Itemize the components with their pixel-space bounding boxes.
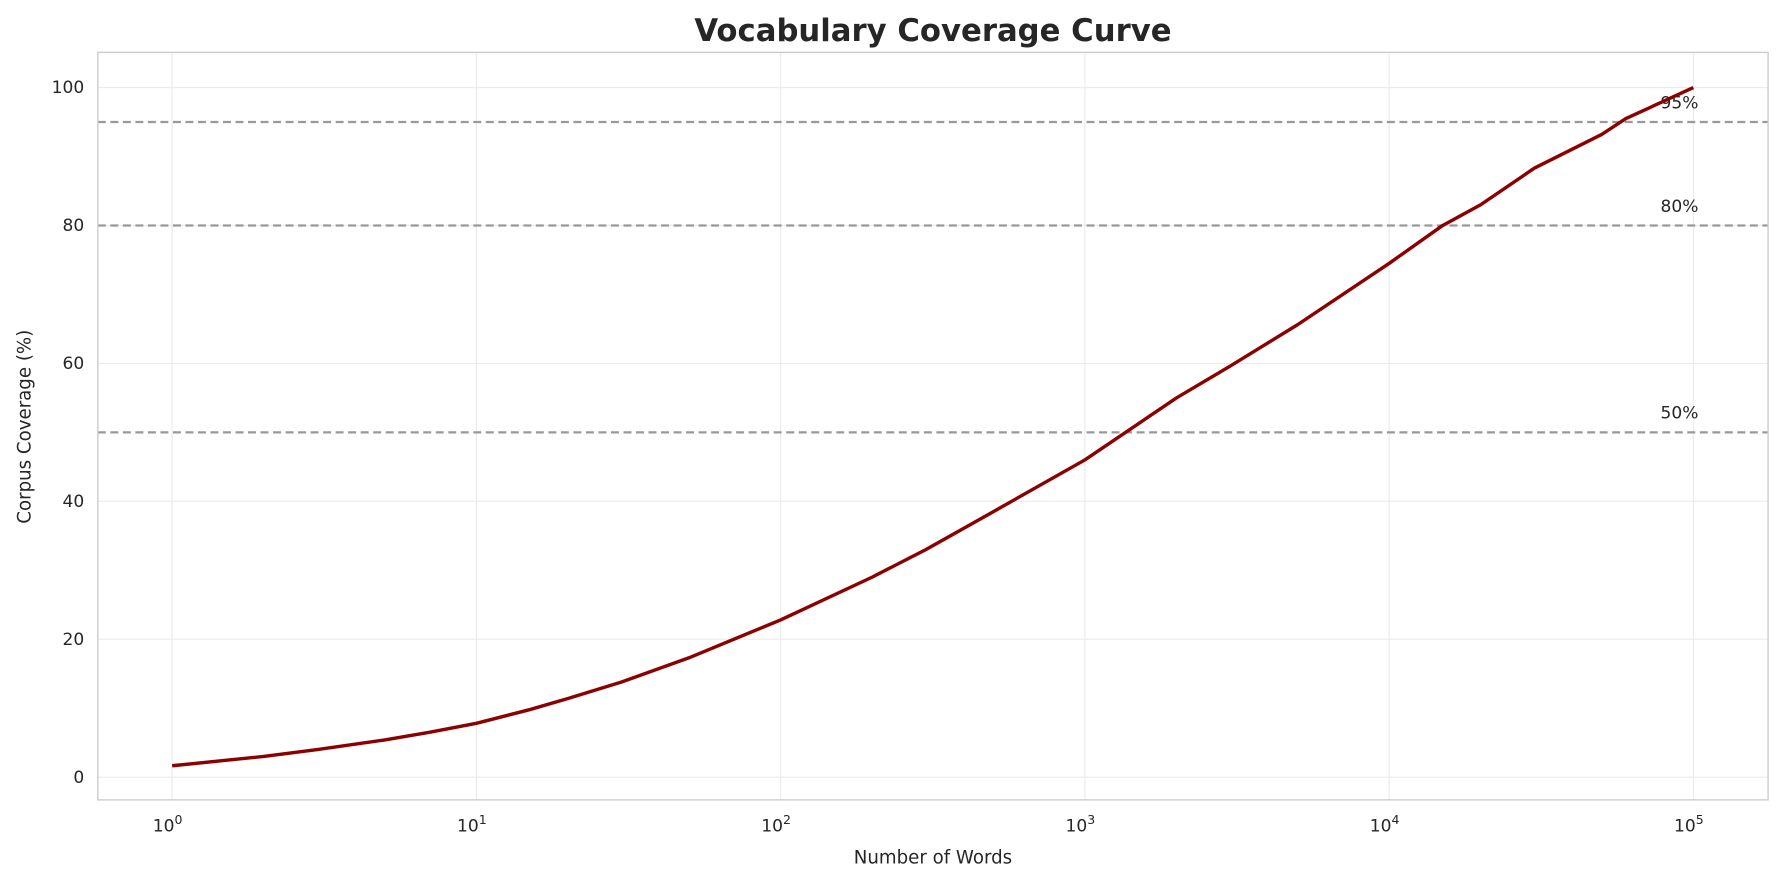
reference-line-label: 80% xyxy=(1661,197,1699,217)
grid xyxy=(97,52,1769,800)
x-ticks: 100 101 102 103 104 105 xyxy=(153,812,1704,837)
y-tick-label: 60 xyxy=(62,354,84,374)
y-tick-label: 100 xyxy=(52,78,85,98)
series xyxy=(171,85,1695,768)
chart-title: Vocabulary Coverage Curve xyxy=(694,13,1171,49)
x-axis-label: Number of Words xyxy=(854,848,1012,869)
x-tick-label: 100 xyxy=(153,812,183,837)
reference-line-label: 95% xyxy=(1661,93,1699,113)
y-tick-label: 0 xyxy=(73,768,84,788)
y-tick-label: 80 xyxy=(62,216,84,236)
x-tick-label: 104 xyxy=(1370,812,1400,837)
y-tick-label: 40 xyxy=(62,492,84,512)
y-ticks: 0 20 40 60 80 100 xyxy=(52,78,85,788)
reference-lines: 95% 80% 50% xyxy=(97,93,1769,434)
reference-line-label: 50% xyxy=(1661,404,1699,424)
y-tick-label: 20 xyxy=(62,630,84,650)
x-tick-label: 101 xyxy=(457,812,487,837)
x-tick-label: 102 xyxy=(761,812,791,837)
x-tick-label: 103 xyxy=(1065,812,1095,837)
y-axis-label: Corpus Coverage (%) xyxy=(15,330,36,524)
plot-frame xyxy=(97,51,1769,801)
coverage-line xyxy=(171,85,1695,768)
x-tick-label: 105 xyxy=(1674,812,1704,837)
